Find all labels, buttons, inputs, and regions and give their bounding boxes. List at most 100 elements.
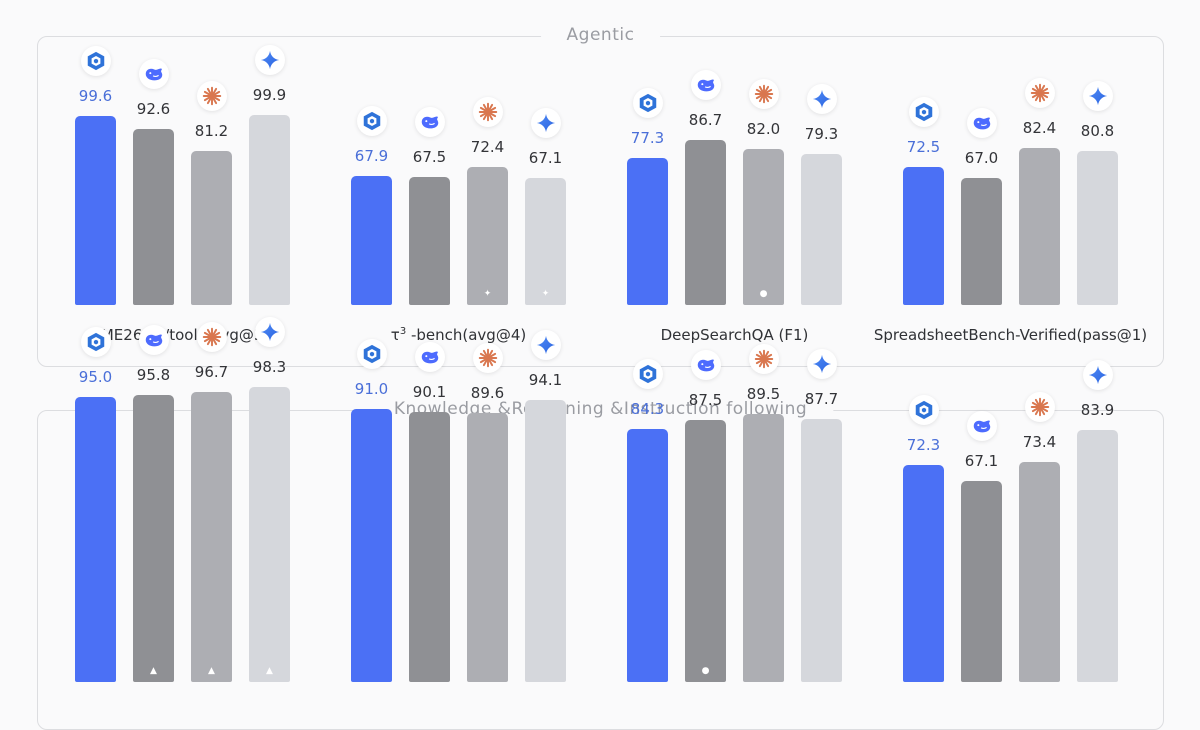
bar-s0-g3-m3	[1077, 151, 1118, 305]
bar-s1-g1-m1	[409, 411, 450, 682]
bar-s0-g2-m0	[627, 158, 668, 305]
value-label-s1-g2-m0: 84.3	[630, 400, 665, 419]
bar-s1-g0-m0	[75, 397, 116, 682]
blue-sparkle-logo-icon	[806, 84, 837, 115]
whale-logo-icon	[414, 106, 445, 137]
whale-logo-icon	[966, 410, 997, 441]
footnote-marker-icon: ✦	[541, 289, 550, 299]
cube-logo-icon	[356, 105, 387, 136]
blue-sparkle-logo-icon	[1082, 81, 1113, 112]
whale-logo-icon	[966, 107, 997, 138]
value-label-s0-g1-m2: 72.4	[470, 138, 505, 157]
blue-sparkle-logo-icon	[530, 329, 561, 360]
bar-s1-g0-m3	[249, 387, 290, 682]
value-label-s0-g2-m0: 77.3	[630, 129, 665, 148]
cube-logo-icon	[908, 395, 939, 426]
section-title-agentic: Agentic	[540, 25, 661, 45]
bar-s0-g3-m1	[961, 177, 1002, 305]
value-label-s1-g1-m1: 90.1	[412, 382, 447, 401]
cube-logo-icon	[632, 359, 663, 390]
bar-s1-g0-m1	[133, 394, 174, 682]
value-label-s0-g3-m3: 80.8	[1080, 122, 1115, 141]
bar-s0-g1-m1	[409, 176, 450, 305]
cube-logo-icon	[80, 327, 111, 357]
bar-s0-g0-m0	[75, 115, 116, 305]
footnote-marker-icon: ✦	[483, 289, 492, 299]
whale-logo-icon	[138, 324, 169, 355]
value-label-s0-g1-m1: 67.5	[412, 147, 447, 166]
bar-s1-g2-m2	[743, 413, 784, 682]
bar-s0-g0-m3	[249, 115, 290, 305]
orange-starburst-logo-icon	[196, 321, 227, 352]
bar-s1-g1-m3	[525, 399, 566, 682]
blue-sparkle-logo-icon	[1082, 360, 1113, 391]
whale-logo-icon	[138, 59, 169, 90]
value-label-s1-g1-m0: 91.0	[354, 380, 389, 398]
value-label-s1-g1-m3: 94.1	[528, 370, 563, 389]
orange-starburst-logo-icon	[472, 97, 503, 128]
benchmark-label-s0-g2: DeepSearchQA (F1)	[660, 326, 809, 344]
value-label-s1-g2-m3: 87.7	[804, 389, 839, 408]
bar-s0-g2-m2	[743, 149, 784, 305]
orange-starburst-logo-icon	[472, 343, 503, 374]
bar-s1-g2-m1	[685, 419, 726, 682]
orange-starburst-logo-icon	[1024, 391, 1055, 422]
bar-s0-g2-m1	[685, 140, 726, 305]
bar-s1-g3-m2	[1019, 461, 1060, 682]
bar-s0-g1-m0	[351, 175, 392, 305]
value-label-s0-g0-m2: 81.2	[194, 121, 229, 140]
blue-sparkle-logo-icon	[806, 348, 837, 379]
bar-s1-g1-m2	[467, 413, 508, 682]
value-label-s1-g2-m1: 87.5	[688, 390, 723, 409]
benchmark-label-s0-g0: AIME26 w/tools(avg@32)	[86, 326, 279, 344]
whale-logo-icon	[414, 341, 445, 372]
value-label-s0-g2-m2: 82.0	[746, 120, 781, 139]
value-label-s0-g0-m1: 92.6	[136, 100, 171, 119]
value-label-s1-g2-m2: 89.5	[746, 384, 781, 403]
bar-s1-g2-m3	[801, 418, 842, 682]
footnote-marker-icon: ▲	[208, 666, 215, 676]
value-label-s1-g3-m0: 72.3	[906, 436, 941, 455]
bar-s1-g3-m1	[961, 480, 1002, 682]
bar-s0-g0-m2	[191, 150, 232, 305]
bar-s0-g1-m3	[525, 177, 566, 305]
value-label-s1-g0-m3: 98.3	[252, 358, 287, 377]
bar-s1-g1-m0	[351, 409, 392, 682]
value-label-s1-g1-m2: 89.6	[470, 384, 505, 403]
value-label-s1-g3-m2: 73.4	[1022, 432, 1057, 451]
blue-sparkle-logo-icon	[254, 317, 285, 348]
footnote-marker-icon: ●	[701, 666, 710, 676]
bar-s1-g3-m3	[1077, 430, 1118, 682]
value-label-s0-g0-m0: 99.6	[78, 86, 113, 105]
orange-starburst-logo-icon	[748, 343, 779, 374]
whale-logo-icon	[690, 349, 721, 380]
value-label-s0-g3-m1: 67.0	[964, 148, 999, 167]
value-label-s1-g3-m1: 67.1	[964, 451, 999, 470]
cube-logo-icon	[908, 97, 939, 128]
tau-symbol: τ	[390, 326, 400, 344]
bar-s1-g0-m2	[191, 391, 232, 682]
cube-logo-icon	[632, 88, 663, 119]
footnote-marker-icon: ▲	[266, 666, 273, 676]
agentic-panel: Agentic	[37, 25, 1164, 367]
value-label-s0-g0-m3: 99.9	[252, 86, 287, 105]
blue-sparkle-logo-icon	[254, 45, 285, 76]
bar-s0-g3-m0	[903, 167, 944, 305]
benchmark-label-s0-g3: SpreadsheetBench-Verified(pass@1)	[873, 326, 1148, 344]
footnote-marker-icon: ●	[759, 289, 768, 299]
orange-starburst-logo-icon	[1024, 78, 1055, 109]
benchmark-label-text: -bench(avg@4)	[406, 326, 527, 344]
value-label-s0-g2-m3: 79.3	[804, 125, 839, 144]
value-label-s0-g1-m3: 67.1	[528, 148, 563, 167]
blue-sparkle-logo-icon	[530, 107, 561, 138]
cube-logo-icon	[80, 45, 111, 76]
value-label-s1-g0-m2: 96.7	[194, 362, 229, 381]
superscript-3: 3	[399, 326, 407, 337]
value-label-s0-g2-m1: 86.7	[688, 111, 723, 130]
value-label-s0-g3-m0: 72.5	[906, 138, 941, 157]
value-label-s1-g3-m3: 83.9	[1080, 401, 1115, 420]
value-label-s0-g1-m0: 67.9	[354, 146, 389, 165]
bar-s0-g3-m2	[1019, 148, 1060, 305]
bar-s1-g3-m0	[903, 465, 944, 682]
value-label-s0-g3-m2: 82.4	[1022, 119, 1057, 138]
